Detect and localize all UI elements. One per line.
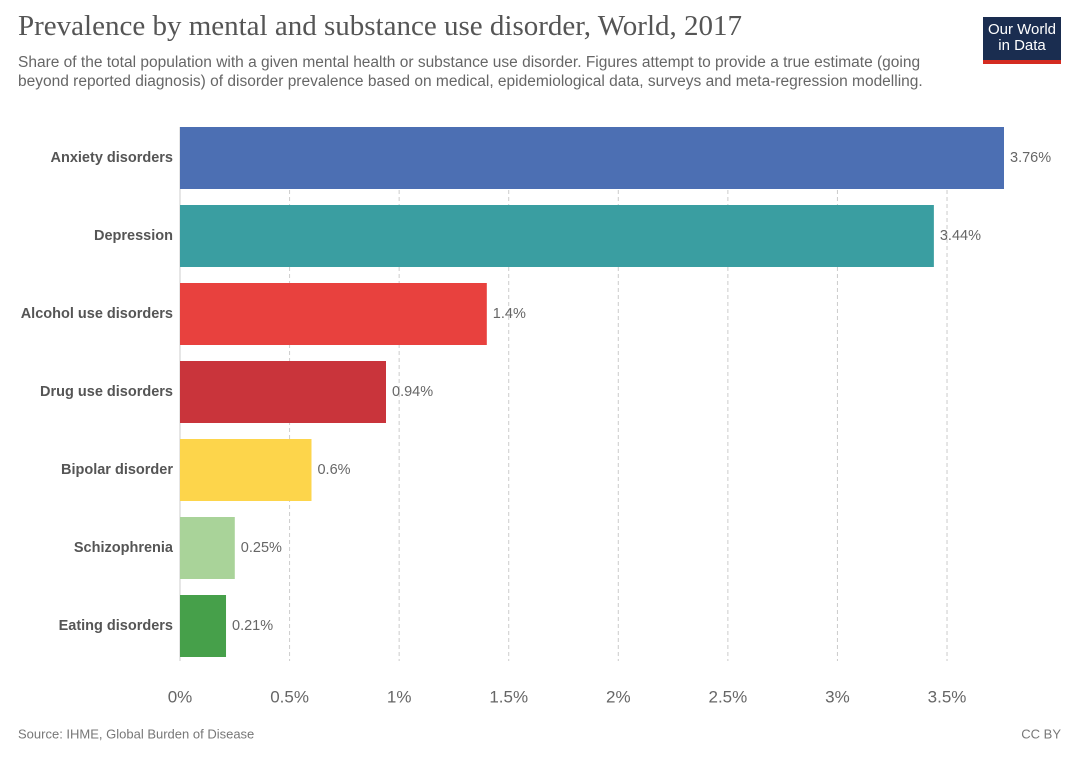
- x-tick-label: 2%: [606, 687, 631, 706]
- license: CC BY: [1021, 726, 1061, 741]
- x-tick-label: 3.5%: [928, 687, 967, 706]
- value-label: 0.94%: [392, 384, 433, 400]
- value-label: 0.21%: [232, 618, 273, 634]
- x-tick-label: 2.5%: [708, 687, 747, 706]
- source: Source: IHME, Global Burden of Disease: [18, 726, 254, 741]
- value-label: 3.44%: [940, 228, 981, 244]
- category-label: Anxiety disorders: [51, 150, 174, 166]
- value-label: 3.76%: [1010, 150, 1051, 166]
- category-label: Depression: [94, 228, 173, 244]
- bar: [180, 439, 312, 501]
- category-label: Bipolar disorder: [61, 462, 173, 478]
- bar: [180, 595, 227, 657]
- bar: [180, 205, 934, 267]
- x-tick-label: 0.5%: [270, 687, 309, 706]
- chart-subtitle: Share of the total population with a giv…: [18, 54, 923, 90]
- category-label: Alcohol use disorders: [21, 306, 173, 322]
- value-label: 0.6%: [317, 462, 350, 478]
- x-tick-label: 1%: [387, 687, 412, 706]
- logo-line: in Data: [998, 37, 1046, 54]
- chart-title: Prevalence by mental and substance use d…: [18, 10, 742, 42]
- category-label: Schizophrenia: [74, 540, 174, 556]
- bar: [180, 283, 487, 345]
- value-label: 1.4%: [493, 306, 526, 322]
- bar: [180, 361, 386, 423]
- logo: Our World in Data: [983, 17, 1061, 64]
- category-label: Eating disorders: [59, 618, 173, 634]
- bar: [180, 127, 1004, 189]
- category-label: Drug use disorders: [40, 384, 173, 400]
- x-tick-label: 3%: [825, 687, 850, 706]
- bar: [180, 517, 235, 579]
- x-tick-label: 0%: [168, 687, 193, 706]
- value-label: 0.25%: [241, 540, 282, 556]
- x-tick-label: 1.5%: [489, 687, 528, 706]
- logo-line: Our World: [987, 21, 1057, 38]
